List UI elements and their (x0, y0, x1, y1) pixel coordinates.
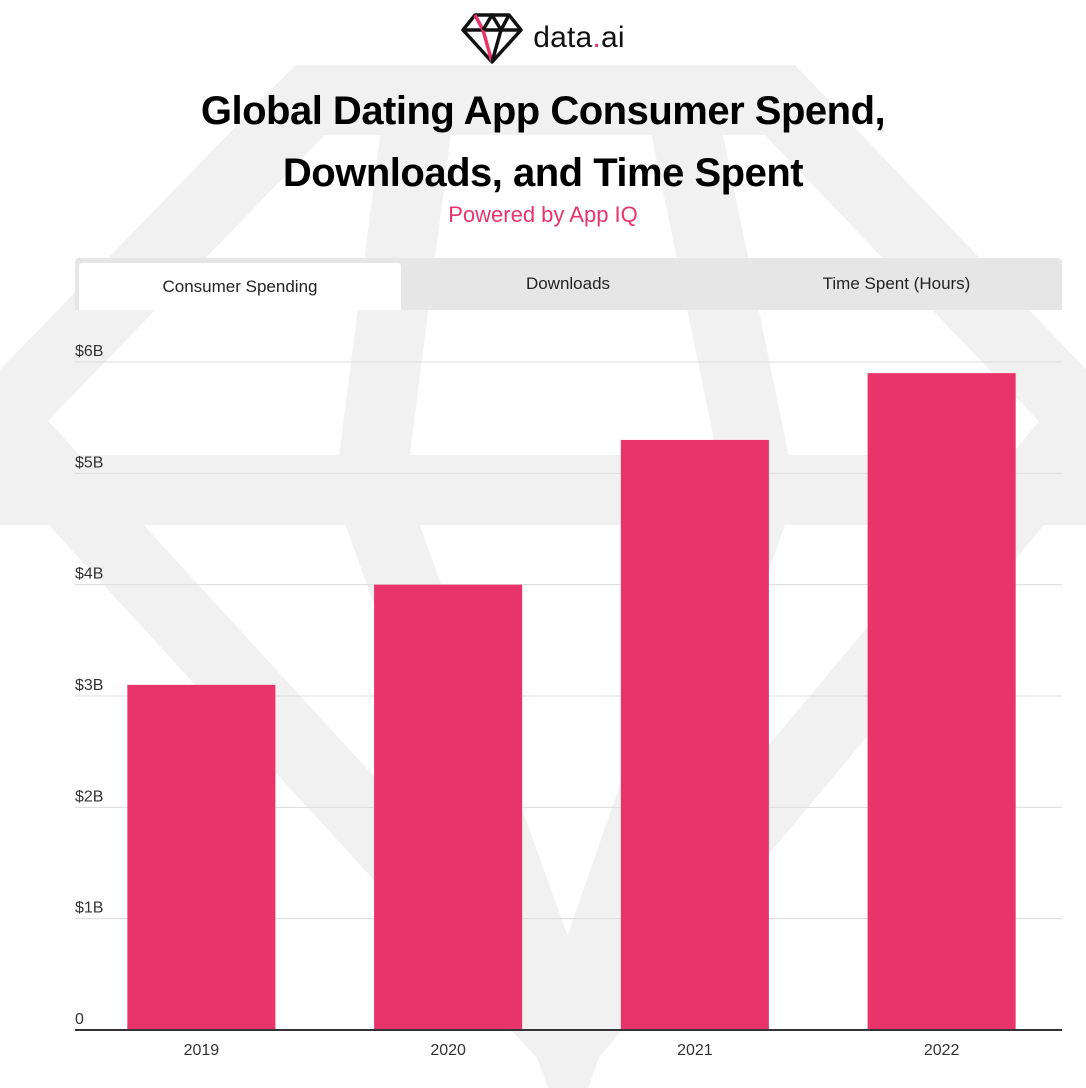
y-axis-tick-labels: 0 $1B $2B $3B $4B $5B $6B (75, 343, 103, 1028)
diamond-icon (461, 13, 523, 64)
bars (127, 373, 1016, 1031)
bar-2019[interactable] (127, 684, 276, 1030)
y-tick-label: $6B (75, 343, 103, 360)
chart-title: Global Dating App Consumer Spend, Downlo… (0, 80, 1086, 204)
tab-time-spent[interactable]: Time Spent (Hours) (735, 258, 1058, 310)
tab-label: Downloads (525, 274, 611, 293)
tab-label: Consumer Spending (162, 276, 318, 296)
y-tick-label: $3B (75, 677, 103, 694)
x-tick-label: 2019 (184, 1042, 220, 1059)
bar-2022[interactable] (867, 373, 1016, 1031)
bar-2021[interactable] (620, 439, 769, 1030)
chart-subtitle: Powered by App IQ (448, 202, 638, 227)
x-tick-label: 2021 (677, 1042, 713, 1059)
brand-name-suffix: ai (601, 21, 625, 54)
chart-title-line-2: Downloads, and Time Spent (282, 151, 804, 195)
tab-downloads[interactable]: Downloads (405, 258, 731, 310)
y-tick-label: $1B (75, 900, 103, 917)
y-tick-label: $2B (75, 788, 103, 805)
brand-logo: data.ai (0, 8, 1086, 68)
x-tick-label: 2022 (924, 1042, 960, 1059)
tab-label: Time Spent (Hours) (822, 274, 971, 293)
y-tick-label: 0 (75, 1011, 84, 1028)
brand-name-dot: . (592, 21, 601, 54)
x-axis-tick-labels: 2019 2020 2021 2022 (184, 1042, 960, 1059)
chart-title-line-1: Global Dating App Consumer Spend, (200, 89, 886, 133)
bar-2020[interactable] (374, 584, 523, 1030)
y-tick-label: $5B (75, 454, 103, 471)
tab-consumer-spending[interactable]: Consumer Spending (79, 263, 401, 310)
brand-name: data.ai (533, 21, 625, 55)
brand-name-main: data (533, 21, 593, 54)
x-tick-label: 2020 (430, 1042, 466, 1059)
y-tick-label: $4B (75, 566, 103, 583)
metric-tabs: Consumer Spending Downloads Time Spent (… (75, 258, 1062, 310)
